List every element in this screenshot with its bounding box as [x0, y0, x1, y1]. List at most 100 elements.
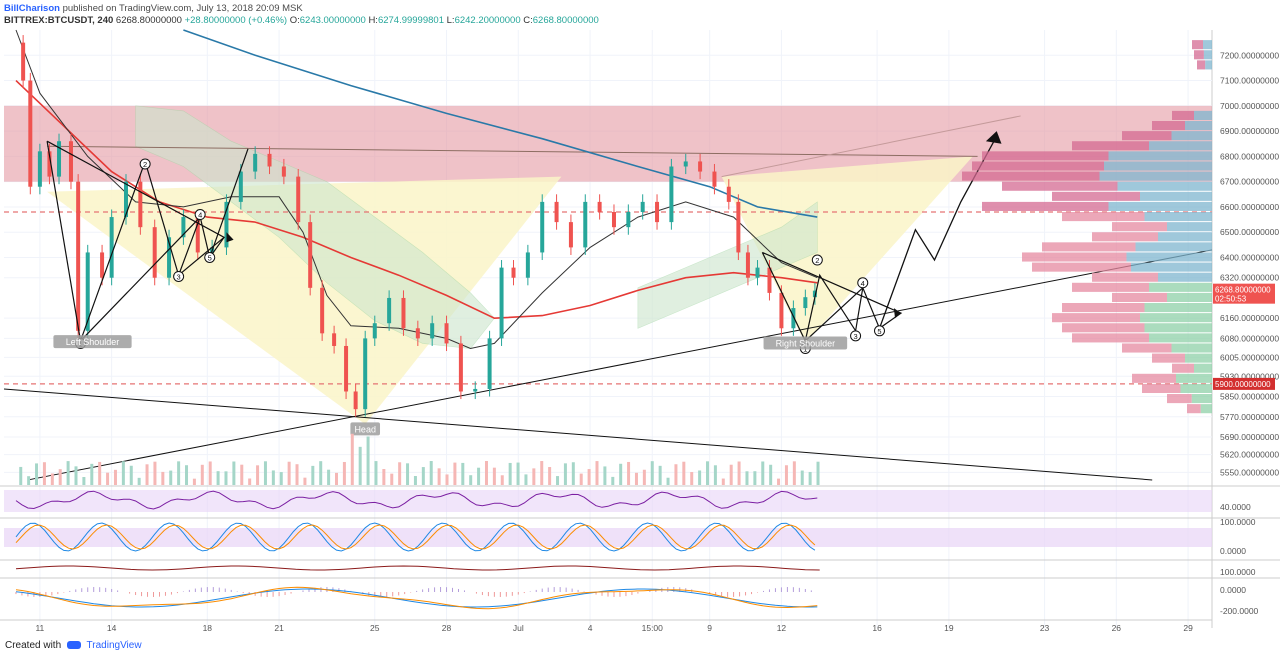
volume-profile-bar: [1152, 353, 1185, 363]
candle: [554, 201, 559, 223]
rsi-band: [4, 490, 1212, 512]
volume-profile-bar: [1185, 121, 1212, 131]
volume-bar: [745, 471, 749, 485]
volume-bar: [303, 477, 307, 485]
volume-profile-bar: [1052, 313, 1140, 323]
price-tick-label: 7000.00000000: [1220, 101, 1279, 111]
candle: [387, 297, 392, 324]
volume-bar: [113, 469, 117, 485]
volume-bar: [192, 478, 196, 485]
wave-label-circle: [850, 330, 862, 342]
high-label: H:: [368, 15, 378, 26]
time-tick-label: 4: [588, 623, 593, 633]
price-tick-label: 5930.00000000: [1220, 371, 1279, 381]
price-tick-label: 5850.00000000: [1220, 392, 1279, 402]
volume-profile-bar: [1172, 363, 1194, 373]
volume-profile-bar: [1072, 333, 1149, 343]
volume-profile-bar: [1062, 212, 1145, 222]
volume-profile-bar: [1099, 171, 1212, 181]
volume-profile-bar: [1140, 313, 1212, 323]
candle: [224, 201, 229, 248]
volume-bar: [224, 471, 228, 485]
volume-bar: [516, 462, 520, 485]
volume-bar: [263, 461, 267, 485]
candle: [640, 201, 645, 212]
candle: [152, 227, 157, 278]
volume-bar: [761, 461, 765, 485]
candle: [100, 252, 105, 278]
pattern-label-box: [53, 335, 132, 349]
tradingview-link[interactable]: TradingView: [86, 640, 142, 651]
volume-profile-bar: [1140, 191, 1212, 201]
price-tick-label: 6700.00000000: [1220, 177, 1279, 187]
volume-bar: [500, 475, 504, 485]
volume-bar: [484, 461, 488, 485]
candle: [597, 201, 602, 212]
volume-bar: [271, 470, 275, 485]
volume-bar: [721, 478, 725, 485]
volume-bar: [256, 465, 260, 485]
volume-bar: [611, 476, 615, 485]
target-line: [721, 115, 1021, 178]
volume-profile-bar: [1126, 252, 1212, 262]
volume-bar: [121, 461, 125, 485]
volume-bar: [287, 461, 291, 485]
candle: [444, 323, 449, 344]
volume-profile-bar: [1152, 121, 1185, 131]
candle: [736, 201, 741, 253]
volume-bar: [240, 464, 244, 485]
footer: Created with TradingView: [5, 640, 142, 651]
wave-label: 5: [877, 327, 881, 336]
volume-bar: [374, 461, 378, 485]
stoch-axis-label: 100.0000: [1220, 517, 1256, 527]
candle: [181, 217, 186, 238]
candle: [167, 237, 172, 278]
low-value: 6242.20000000: [454, 15, 521, 26]
level-tag: [1213, 377, 1275, 390]
macd-signal-line: [15, 586, 818, 610]
candle: [712, 171, 717, 187]
volume-bar: [792, 461, 796, 485]
volume-bar: [469, 475, 473, 485]
candle: [281, 166, 286, 177]
volume-profile-bar: [1144, 212, 1212, 222]
stoch-axis-label: 0.0000: [1220, 546, 1246, 556]
volume-bar: [682, 461, 686, 485]
candle: [611, 212, 616, 228]
candle: [195, 217, 200, 253]
close-value: 6268.80000000: [532, 15, 599, 26]
time-tick-label: 11: [35, 623, 44, 633]
author-name[interactable]: BillCharison: [4, 3, 60, 14]
candle: [28, 80, 33, 187]
price-tick-label: 6080.00000000: [1220, 333, 1279, 343]
volume-bar: [137, 477, 141, 485]
macd-axis-label: 0.0000: [1220, 585, 1246, 595]
volume-profile-bar: [972, 161, 1104, 171]
time-tick-label: 15:00: [642, 623, 664, 633]
volume-bar: [556, 476, 560, 485]
publish-line: BillCharison published on TradingView.co…: [4, 3, 303, 14]
candle: [68, 141, 73, 182]
price-tick-label: 5690.00000000: [1220, 432, 1279, 442]
volume-bar: [777, 478, 781, 485]
candle: [415, 328, 420, 339]
volume-profile-bar: [1135, 242, 1212, 252]
volume-bar: [729, 464, 733, 485]
publish-info: published on TradingView.com, July 13, 2…: [62, 3, 303, 14]
volume-bar: [548, 467, 552, 485]
price-tick-label: 6005.00000000: [1220, 352, 1279, 362]
volume-bar: [508, 462, 512, 485]
volume-bar: [658, 465, 662, 485]
candle: [353, 391, 358, 410]
time-tick-label: Jul: [513, 623, 524, 633]
volume-profile-bar: [1104, 161, 1212, 171]
wave-drawing-left: [80, 216, 201, 342]
wave-label-circle: [857, 277, 869, 289]
volume-bar: [619, 463, 623, 485]
macd-axis-label: 100.0000: [1220, 567, 1256, 577]
volume-bar: [603, 466, 607, 485]
volume-bar: [461, 462, 465, 485]
volume-bar: [524, 474, 528, 485]
candle: [812, 290, 817, 298]
